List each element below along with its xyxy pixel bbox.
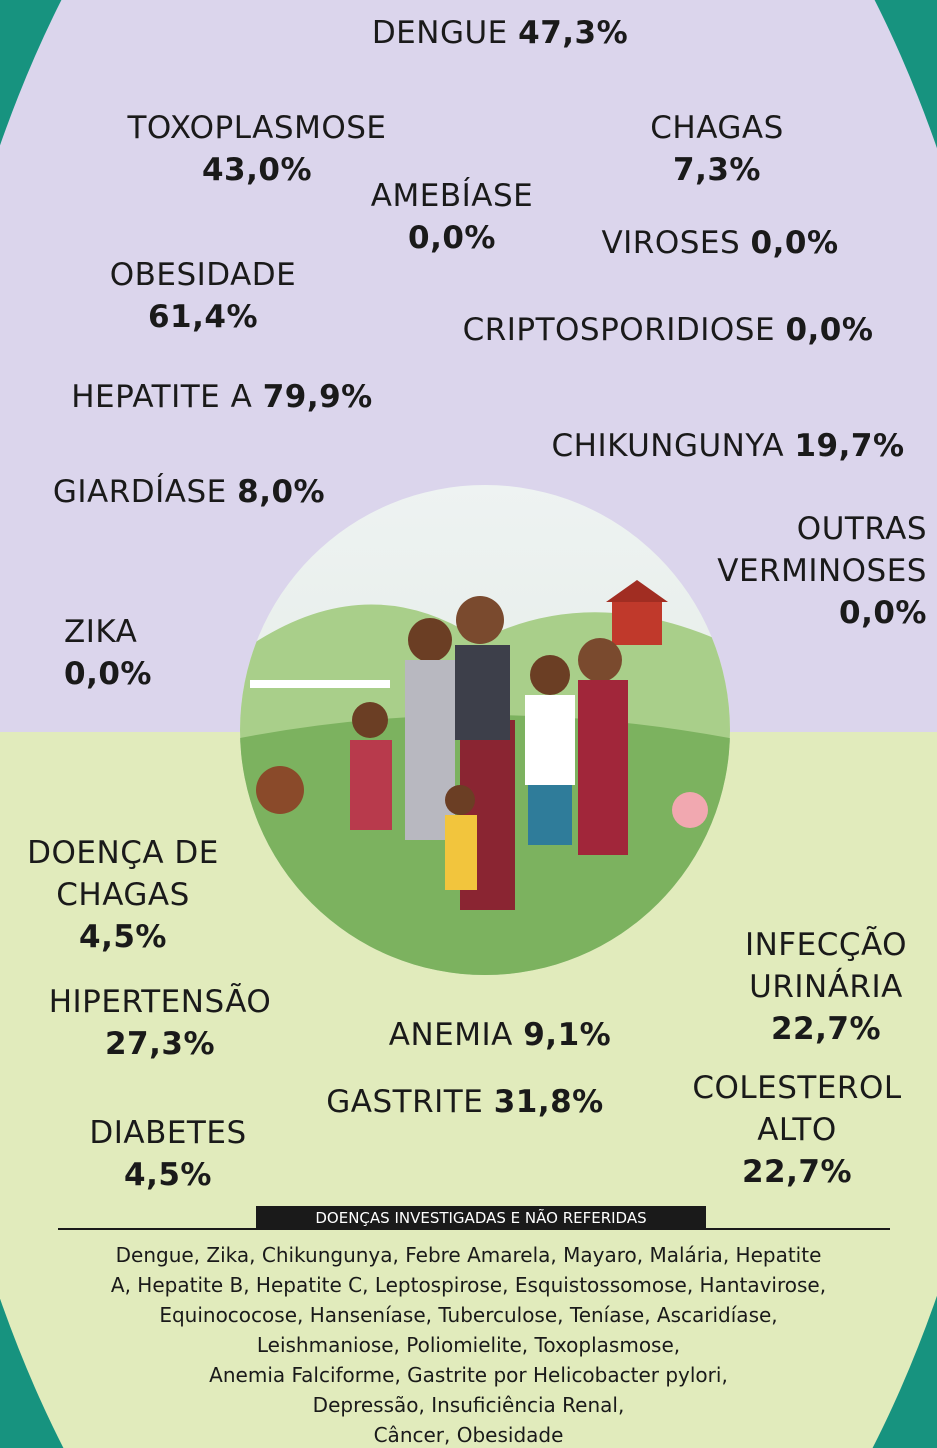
disease-name: ANEMIA	[389, 1017, 513, 1053]
disease-value: 0,0%	[650, 592, 927, 634]
disease-name: DIABETES	[89, 1115, 246, 1151]
disease-value: 0,0%	[332, 217, 572, 259]
disease-name: ZIKA	[64, 614, 137, 650]
disease-name: OUTRAS VERMINOSES	[717, 511, 927, 589]
disease-value: 0,0%	[64, 653, 264, 695]
disease-value: 9,1%	[523, 1017, 611, 1053]
footer-line: Dengue, Zika, Chikungunya, Febre Amarela…	[20, 1240, 917, 1270]
disease-name: CHIKUNGUNYA	[551, 428, 784, 464]
disease-name: CHAGAS	[650, 110, 784, 146]
disease-item: GIARDÍASE 8,0%	[14, 471, 364, 513]
footer-line: Equinococose, Hanseníase, Tuberculose, T…	[20, 1300, 917, 1330]
disease-value: 19,7%	[794, 428, 904, 464]
disease-name: HEPATITE A	[71, 379, 252, 415]
footer-line: Anemia Falciforme, Gastrite por Helicoba…	[20, 1360, 917, 1390]
footer-line: A, Hepatite B, Hepatite C, Leptospirose,…	[20, 1270, 917, 1300]
disease-name: HIPERTENSÃO	[49, 984, 272, 1020]
disease-value: 0,0%	[751, 225, 839, 261]
infographic: DENGUE 47,3%TOXOPLASMOSE43,0%CHAGAS7,3%A…	[0, 0, 937, 1448]
disease-item: CHIKUNGUNYA 19,7%	[520, 425, 936, 467]
disease-value: 31,8%	[494, 1084, 604, 1120]
footer-line: Câncer, Obesidade	[20, 1420, 917, 1448]
disease-name: COLESTEROL ALTO	[692, 1070, 901, 1148]
disease-item: ANEMIA 9,1%	[360, 1014, 640, 1056]
footer-line: Leishmaniose, Poliomielite, Toxoplasmose…	[20, 1330, 917, 1360]
disease-value: 4,5%	[8, 916, 238, 958]
disease-value: 22,7%	[716, 1008, 936, 1050]
footer-heading: DOENÇAS INVESTIGADAS E NÃO REFERIDAS	[256, 1206, 706, 1230]
disease-item: CRIPTOSPORIDIOSE 0,0%	[408, 309, 928, 351]
disease-name: DENGUE	[372, 15, 508, 51]
disease-value: 47,3%	[518, 15, 628, 51]
disease-name: OBESIDADE	[110, 257, 297, 293]
disease-name: VIROSES	[601, 225, 740, 261]
disease-item: HEPATITE A 79,9%	[22, 376, 422, 418]
disease-name: GIARDÍASE	[53, 474, 227, 510]
footer-line: Depressão, Insuficiência Renal,	[20, 1390, 917, 1420]
disease-name: GASTRITE	[326, 1084, 483, 1120]
disease-item: GASTRITE 31,8%	[300, 1081, 630, 1123]
disease-value: 0,0%	[785, 312, 873, 348]
disease-name: INFECÇÃO URINÁRIA	[745, 927, 907, 1005]
disease-item: VIROSES 0,0%	[560, 222, 880, 264]
disease-value: 22,7%	[657, 1151, 937, 1193]
disease-name: TOXOPLASMOSE	[128, 110, 387, 146]
disease-value: 4,5%	[48, 1154, 288, 1196]
disease-value: 27,3%	[10, 1023, 310, 1065]
footer-text: Dengue, Zika, Chikungunya, Febre Amarela…	[20, 1240, 917, 1448]
divider	[58, 1228, 890, 1230]
disease-item: DENGUE 47,3%	[300, 12, 700, 54]
disease-name: DOENÇA DE CHAGAS	[27, 835, 219, 913]
disease-value: 61,4%	[73, 296, 333, 338]
disease-name: CRIPTOSPORIDIOSE	[463, 312, 776, 348]
disease-value: 8,0%	[237, 474, 325, 510]
disease-value: 7,3%	[587, 149, 847, 191]
disease-name: AMEBÍASE	[371, 178, 533, 214]
disease-value: 79,9%	[263, 379, 373, 415]
